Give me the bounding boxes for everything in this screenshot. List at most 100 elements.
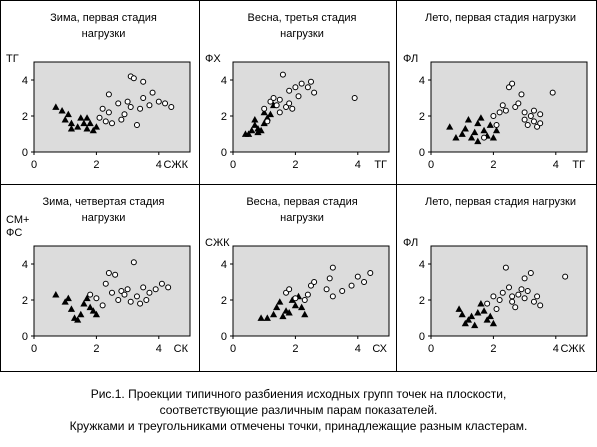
circle-point (99, 302, 106, 309)
circle-point (512, 304, 519, 311)
circle-point (329, 264, 336, 271)
triangle-point (474, 137, 482, 145)
circle-point (524, 288, 531, 294)
triangle-point (58, 107, 66, 114)
y-tick-label: 4 (22, 75, 28, 87)
circle-point (96, 114, 103, 121)
circle-point (146, 289, 153, 296)
x-tick-label: 4 (355, 343, 361, 355)
triangle-point (461, 125, 469, 132)
circle-point (308, 78, 314, 85)
triangle-point (492, 126, 501, 134)
circle-point (527, 270, 534, 276)
triangle-point (92, 310, 100, 318)
circle-point (267, 98, 274, 105)
scatter-panel-3: Лето, первая стадия нагрузки ФЛ ТГ 0 2 4 0 2 4 (403, 12, 588, 171)
circle-point (509, 293, 516, 300)
triangle-point (467, 312, 476, 320)
circle-point (351, 95, 358, 101)
circle-point (367, 270, 374, 276)
triangle-point (64, 110, 72, 118)
triangle-point (288, 296, 296, 303)
triangle-point (474, 309, 482, 316)
chart-title: Весна, третья стадия (247, 12, 356, 24)
y-tick-label: 0 (419, 147, 425, 159)
triangle-point (77, 310, 85, 318)
triangle-point (458, 310, 466, 318)
circle-point (534, 123, 541, 130)
triangle-point (74, 316, 82, 323)
triangle-point (480, 126, 488, 134)
triangle-point (461, 319, 469, 327)
circle-point (490, 113, 497, 119)
circle-point (499, 289, 506, 296)
circle-point (127, 298, 134, 305)
circle-point (140, 95, 147, 101)
triangle-point (52, 291, 60, 298)
plot-area (430, 245, 588, 337)
triangle-point (483, 316, 491, 323)
circle-point (298, 80, 305, 87)
x-tick-label: 2 (93, 159, 99, 171)
circle-point (109, 289, 115, 296)
circle-point (292, 295, 299, 302)
circle-point (289, 105, 296, 112)
circle-point (115, 100, 122, 107)
y-tick-label: 0 (221, 331, 227, 343)
triangle-point (301, 310, 309, 318)
chart-title: Зима, первая стадия (50, 12, 157, 24)
circle-point (273, 102, 280, 109)
circle-point (146, 102, 153, 109)
circle-point (537, 111, 544, 118)
circle-point (168, 104, 175, 110)
circle-point (283, 104, 290, 110)
chart-title: Лето, первая стадия нагрузки (425, 196, 576, 208)
y-tick-label: 4 (419, 259, 425, 271)
triangle-point (452, 134, 460, 141)
x-tick-label: 2 (93, 343, 99, 355)
circle-point (304, 291, 311, 298)
triangle-point (464, 116, 473, 123)
circle-point (124, 286, 131, 293)
x-tick-label: 0 (31, 159, 37, 171)
circle-point (130, 75, 137, 82)
y-tick-label: 0 (22, 331, 28, 343)
circle-point (140, 78, 147, 85)
y-axis-label: ФС (6, 227, 22, 239)
circle-point (130, 259, 137, 266)
circle-point (509, 80, 516, 87)
circle-point (162, 100, 169, 107)
chart-title: Зима, четвертая стадия (43, 196, 165, 208)
x-tick-label: 0 (230, 159, 236, 171)
circle-point (549, 89, 556, 96)
circle-point (124, 98, 131, 105)
plot-area (33, 245, 191, 337)
triangle-point (263, 314, 271, 321)
x-tick-label: 2 (490, 343, 496, 355)
triangle-point (486, 312, 494, 320)
circle-point (496, 297, 503, 303)
triangle-point (83, 114, 91, 121)
y-tick-label: 4 (221, 259, 227, 271)
circle-point (329, 293, 336, 300)
x-tick-label: 4 (553, 159, 559, 171)
circle-point (102, 118, 109, 125)
x-tick-label: 0 (31, 343, 37, 355)
triangle-point (273, 303, 281, 311)
circle-point (121, 291, 128, 298)
circle-point (102, 280, 109, 287)
circle-point (484, 300, 491, 307)
scatter-panel-1: Зима, первая стадия нагрузки ТГ СЖК 0 2 4 0 2 4 (6, 12, 191, 171)
y-tick-label: 4 (419, 75, 425, 87)
triangle-point (61, 298, 69, 305)
scatter-panel-6: Лето, первая стадия нагрузки ФЛ СЖК 0 2 4 0 2 4 (403, 196, 588, 355)
triangle-point (298, 303, 306, 311)
circle-point (326, 275, 333, 282)
plot-area (33, 61, 191, 153)
y-axis-label: ФХ (205, 53, 221, 65)
y-tick-label: 2 (221, 295, 227, 307)
circle-point (133, 293, 140, 300)
triangle-point (67, 305, 76, 312)
y-tick-label: 0 (22, 147, 28, 159)
